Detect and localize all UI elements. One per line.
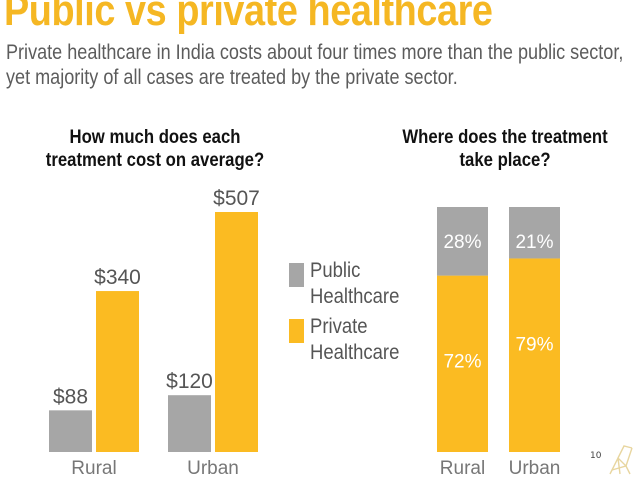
network-logo-icon bbox=[609, 445, 633, 475]
place-chart-title-line-1: Where does the treatment bbox=[402, 127, 608, 148]
bar-cost-urban-private-healthcare bbox=[215, 212, 258, 452]
legend: Public Healthcare Private Healthcare bbox=[289, 258, 412, 370]
label-cost-rural-public-healthcare: $88 bbox=[53, 385, 88, 408]
bar-place-urban-public-healthcare bbox=[509, 207, 560, 259]
label-place-urban-private-healthcare: 79% bbox=[515, 334, 553, 355]
bar-place-rural-private-healthcare bbox=[437, 275, 488, 452]
legend-label-public-line-1: Public bbox=[310, 259, 361, 282]
place-chart-title-line-2: take place? bbox=[459, 150, 551, 171]
slide-number: 10 bbox=[590, 451, 602, 461]
tick-cost-urban: Urban bbox=[187, 458, 239, 478]
label-place-rural-private-healthcare: 72% bbox=[443, 352, 481, 373]
tick-place-rural: Rural bbox=[440, 458, 485, 478]
bar-place-rural-public-healthcare bbox=[437, 207, 488, 276]
subtitle-line-2: yet majority of all cases are treated by… bbox=[6, 66, 458, 89]
label-place-urban-public-healthcare: 21% bbox=[515, 232, 553, 253]
bar-cost-rural-public-healthcare bbox=[49, 410, 92, 452]
legend-item-private: Private Healthcare bbox=[289, 314, 412, 366]
cost-chart-title: How much does each treatment cost on ave… bbox=[45, 126, 265, 172]
tick-place-urban: Urban bbox=[509, 458, 561, 478]
label-cost-urban-public-healthcare: $120 bbox=[166, 370, 213, 393]
label-cost-rural-private-healthcare: $340 bbox=[94, 266, 141, 289]
legend-label-public-line-2: Healthcare bbox=[310, 285, 400, 308]
legend-item-public: Public Healthcare bbox=[289, 258, 412, 310]
page-title: Public vs private healthcare bbox=[4, 0, 493, 35]
legend-label-private-line-2: Healthcare bbox=[310, 341, 400, 364]
label-place-rural-public-healthcare: 28% bbox=[443, 232, 481, 253]
place-chart-title: Where does the treatment take place? bbox=[395, 126, 615, 172]
cost-chart-title-line-2: treatment cost on average? bbox=[45, 150, 265, 171]
bar-cost-urban-public-healthcare bbox=[168, 395, 211, 452]
bar-place-urban-private-healthcare bbox=[509, 258, 560, 452]
bar-cost-rural-private-healthcare bbox=[96, 291, 139, 452]
legend-label-private-line-1: Private bbox=[310, 315, 368, 338]
tick-cost-rural: Rural bbox=[71, 458, 116, 478]
legend-swatch-public bbox=[289, 263, 304, 287]
legend-swatch-private bbox=[289, 319, 304, 343]
label-cost-urban-private-healthcare: $507 bbox=[213, 187, 260, 210]
legend-label-public: Public Healthcare bbox=[310, 258, 399, 310]
page-subtitle: Private healthcare in India costs about … bbox=[6, 40, 625, 90]
legend-label-private: Private Healthcare bbox=[310, 314, 399, 366]
cost-chart-title-line-1: How much does each bbox=[69, 127, 241, 148]
subtitle-line-1: Private healthcare in India costs about … bbox=[6, 41, 624, 64]
